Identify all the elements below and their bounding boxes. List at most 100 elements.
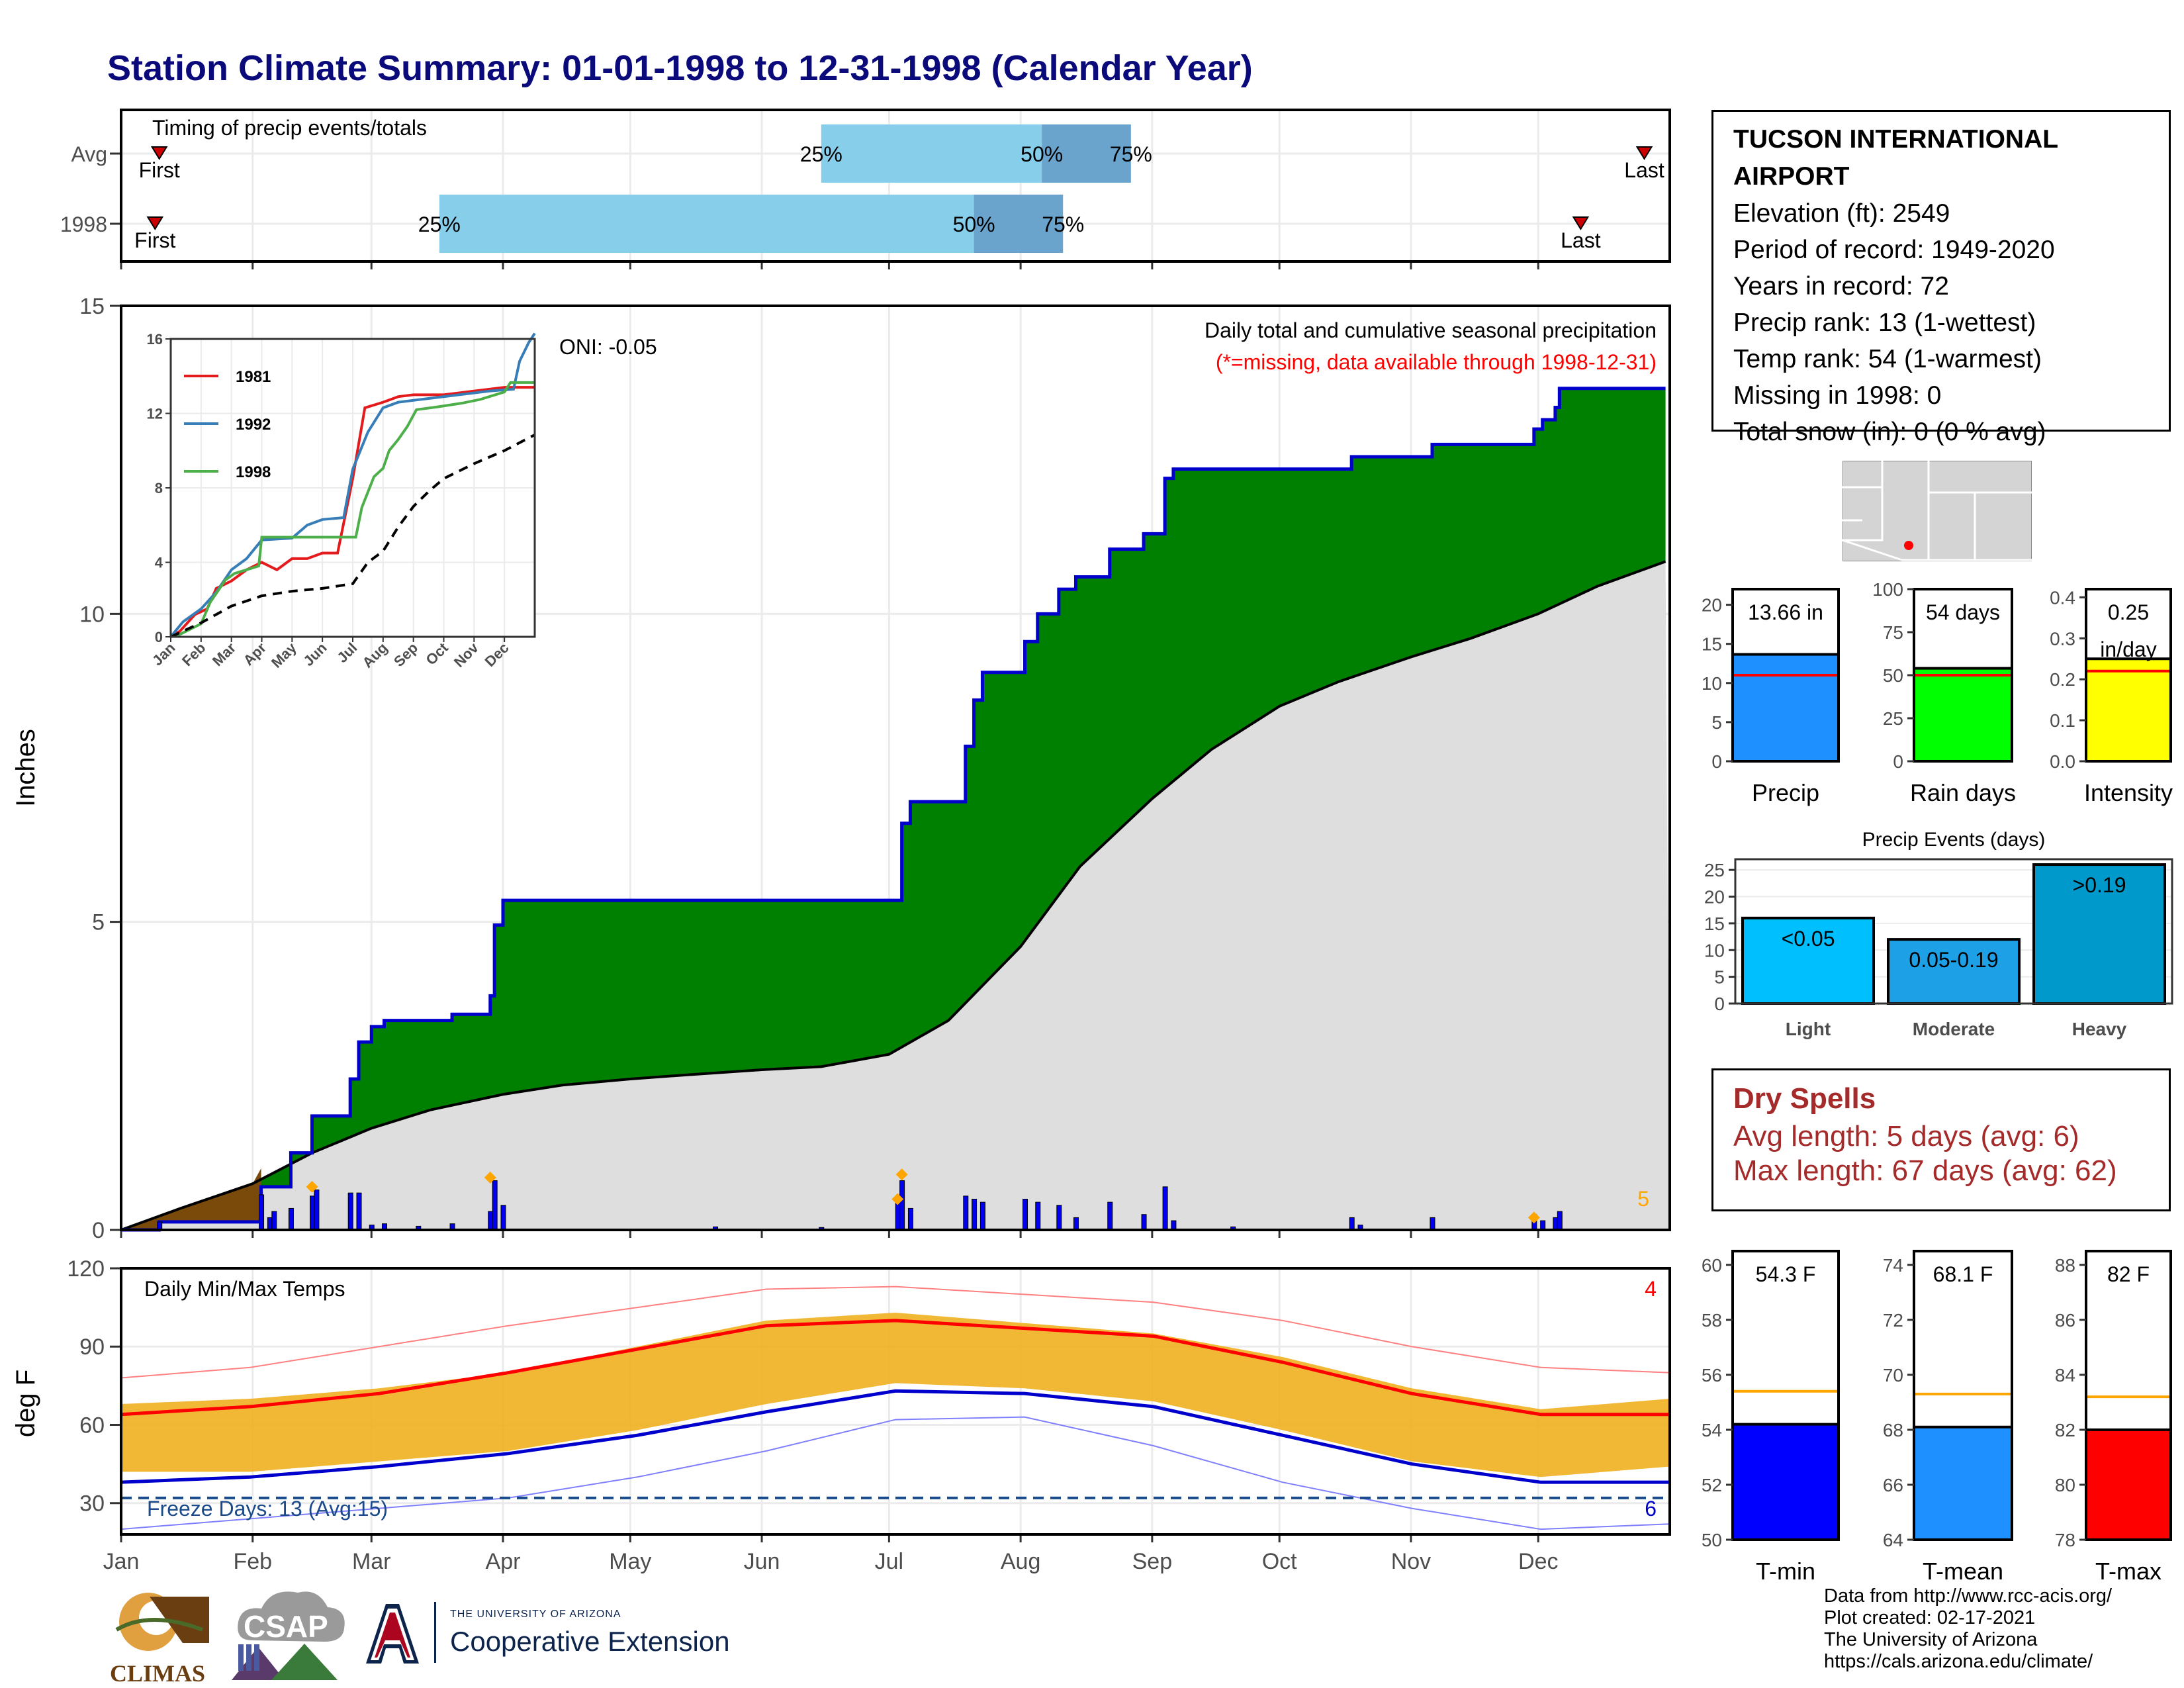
dry-spells-avg: Avg length: 5 days (avg: 6) [1733, 1120, 2079, 1152]
daily-precip-bar [1557, 1211, 1563, 1231]
intensity-value-label: in/day [2100, 637, 2156, 661]
record-precip-marker [891, 1193, 904, 1205]
precip-events-bar [1741, 916, 1875, 1005]
timing-row-label: 1998 [60, 212, 107, 236]
inset-legend-label: 1998 [236, 463, 271, 481]
tmin-panel-border [1731, 1250, 1840, 1541]
deficit-area [121, 1168, 261, 1230]
tmean-y-tick-label: 70 [1883, 1365, 1903, 1385]
timing-last-marker [1572, 216, 1590, 230]
tmax-panel-border [2085, 1250, 2172, 1541]
station-snow: Total snow (in): 0 (0 % avg) [1733, 418, 2046, 446]
intensity-x-label: Intensity [2084, 779, 2173, 806]
freeze-days-label: Freeze Days: 13 (Avg:15) [147, 1497, 388, 1521]
timing-label-50: 50% [1021, 142, 1063, 166]
timing-label-75: 75% [1042, 212, 1084, 236]
rain_days-y-tick-label: 25 [1883, 708, 1903, 729]
tmean-y-tick-label: 66 [1883, 1475, 1903, 1495]
timing-bar-50-75 [974, 195, 1064, 253]
cumulative-y-tick-label: 10 [79, 602, 105, 627]
tmin-y-tick-label: 58 [1702, 1310, 1722, 1331]
intensity-y-tick-label: 0.4 [2050, 587, 2075, 608]
csap-cloud-icon [232, 1591, 345, 1680]
precip_total-y-tick-label: 5 [1711, 712, 1722, 733]
month-tick-label: Jun [744, 1549, 780, 1574]
daily-precip-bar [492, 1180, 498, 1231]
tmean-y-tick-label: 74 [1883, 1255, 1903, 1276]
inset-series-line [170, 381, 535, 638]
station-missing: Missing in 1998: 0 [1733, 381, 1942, 410]
precip-events-category-label: Moderate [1913, 1019, 1995, 1039]
record-precip-marker [306, 1180, 318, 1193]
timing-label-last: Last [1624, 158, 1664, 182]
daily-precip-bar [1162, 1186, 1168, 1231]
precip-events-panel-border [1734, 858, 2173, 1005]
temp-y-tick-label: 30 [79, 1491, 105, 1517]
surplus-area [121, 388, 1666, 1230]
station-name: TUCSON INTERNATIONAL AIRPORT [1733, 125, 2058, 191]
precip-events-title: Precip Events (days) [1862, 829, 2046, 851]
daily-precip-bar [1540, 1220, 1546, 1231]
tmax-value-label: 82 F [2107, 1262, 2150, 1286]
ua-logo-bottom-text: Cooperative Extension [450, 1626, 730, 1657]
credit-line: https://cals.arizona.edu/climate/ [1824, 1651, 2093, 1672]
precip-events-category-label: Light [1786, 1019, 1831, 1039]
tmax-y-tick-label: 78 [2055, 1530, 2075, 1550]
temp-y-tick-label: 90 [79, 1335, 105, 1360]
inset-y-tick-label: 16 [147, 331, 163, 348]
tmin-y-tick-label: 56 [1702, 1365, 1722, 1385]
precip_total-y-tick-label: 10 [1702, 673, 1722, 694]
record-precip-marker [484, 1171, 496, 1184]
daily-precip-bar [1023, 1198, 1028, 1231]
timing-row-label: Avg [71, 142, 107, 166]
daily-precip-bar [963, 1196, 969, 1231]
temp-corner-bottom: 6 [1645, 1497, 1657, 1521]
precip-events-y-tick-label: 15 [1704, 914, 1725, 934]
csap-logo: CSAP [232, 1581, 351, 1680]
precip-events-y-tick-label: 0 [1714, 994, 1725, 1014]
credit-line: Data from http://www.rcc-acis.org/ [1824, 1585, 2113, 1607]
timing-first-marker [150, 146, 168, 160]
tmax-x-label: T-max [2095, 1558, 2161, 1585]
climas-emblem-icon [115, 1593, 209, 1651]
rain_days-y-tick-label: 50 [1883, 665, 1903, 686]
precip-events-category-label: Heavy [2072, 1019, 2127, 1039]
inset-y-tick-label: 12 [147, 406, 163, 422]
precip_total-y-tick-label: 0 [1711, 751, 1722, 772]
timing-first-marker [146, 216, 164, 230]
timing-label-75: 75% [1110, 142, 1152, 166]
tmax-y-tick-label: 84 [2055, 1365, 2075, 1385]
cumulative-subtitle: (*=missing, data available through 1998-… [1216, 350, 1657, 374]
daily-precip-bar [500, 1205, 506, 1231]
precip-events-y-tick-label: 5 [1714, 967, 1725, 988]
daily-precip-bar [288, 1207, 294, 1231]
station-period: Period of record: 1949-2020 [1733, 236, 2055, 264]
precip_total-y-tick-label: 20 [1702, 595, 1722, 616]
daily-precip-bar [979, 1201, 985, 1231]
station-precip-rank: Precip rank: 13 (1-wettest) [1733, 308, 2036, 337]
month-tick-label: May [609, 1549, 651, 1574]
daily-precip-bar [899, 1180, 905, 1231]
precip_total-bar [1731, 653, 1840, 763]
timing-label-50: 50% [953, 212, 995, 236]
tmax-bar [2085, 1428, 2172, 1542]
credit-line: The University of Arizona [1824, 1629, 2038, 1650]
temp-panel-title: Daily Min/Max Temps [144, 1277, 345, 1301]
inset-y-tick-label: 0 [155, 629, 163, 645]
cumulative-y-tick-label: 0 [92, 1218, 105, 1243]
record-precip-marker [895, 1168, 908, 1181]
daily-precip-bar [907, 1207, 913, 1231]
temp-y-tick-label: 120 [67, 1256, 105, 1282]
daily-precip-bar [314, 1190, 320, 1231]
observed-cumulative-line [121, 387, 1666, 1232]
tmax-y-tick-label: 86 [2055, 1310, 2075, 1331]
rain_days-y-tick-label: 100 [1872, 579, 1903, 600]
timing-panel-border [120, 109, 1671, 263]
temp-panel-border [120, 1267, 1671, 1536]
cumulative-panel-border [120, 305, 1671, 1231]
precip_total-value-label: 13.66 in [1748, 600, 1823, 624]
locator-map [1843, 461, 2032, 561]
station-location-marker [1904, 541, 1913, 550]
tmean-value-label: 68.1 F [1933, 1262, 1993, 1286]
